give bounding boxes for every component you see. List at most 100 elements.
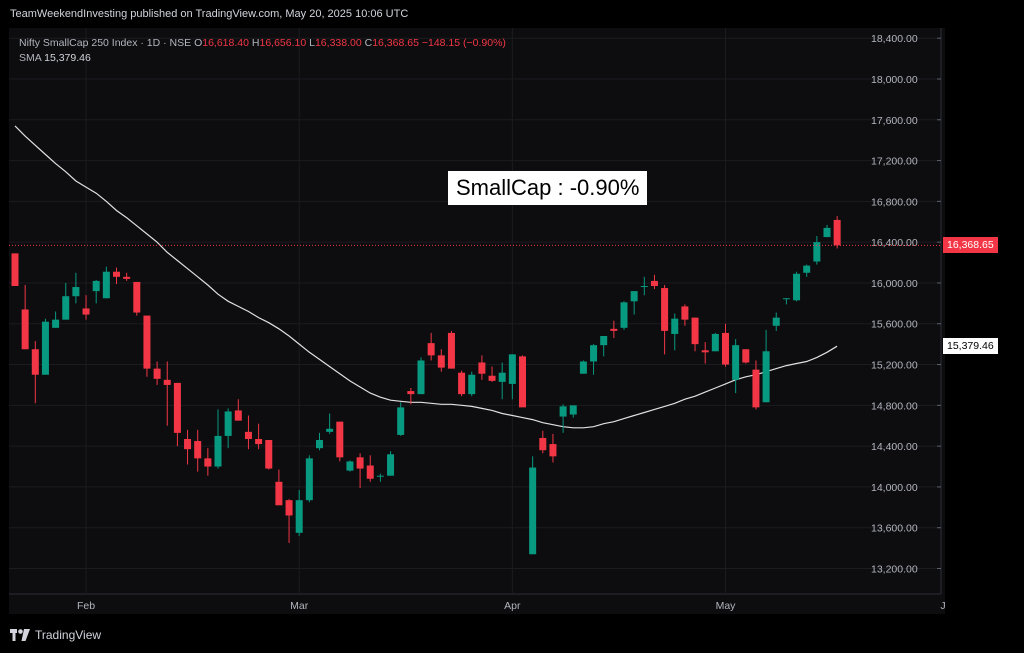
candle-body (803, 265, 811, 273)
sma-label[interactable]: SMA (19, 52, 42, 64)
y-tick-label: 15,200.00 (871, 360, 918, 372)
candle-body (742, 349, 750, 363)
sma-line (14, 125, 838, 429)
x-tick-label: Apr (504, 600, 521, 612)
y-tick-label: 17,600.00 (871, 115, 918, 127)
candle-body (102, 271, 110, 299)
high-key: H (251, 37, 260, 49)
y-tick-label: 18,400.00 (871, 33, 918, 45)
candle-body (691, 317, 699, 345)
candle-body (772, 317, 780, 326)
candle-body (204, 458, 212, 467)
y-tick-label: 13,600.00 (871, 523, 918, 535)
x-tick-label: Jun (940, 600, 945, 612)
candle-body (376, 475, 384, 477)
candle-body (295, 500, 303, 533)
candle-body (650, 280, 658, 287)
last-price-tag: 16,368.65 (943, 237, 998, 254)
candle-body (610, 328, 618, 331)
candle-body (701, 350, 709, 353)
candle-body (519, 356, 526, 408)
candle-body (285, 500, 293, 516)
tradingview-logo-icon (10, 629, 30, 641)
candle-body (143, 315, 151, 369)
series-legend: Nifty SmallCap 250 Index · 1D · NSE O16,… (19, 36, 506, 66)
sma-row: SMA 15,379.46 (19, 51, 506, 66)
candle-body (82, 308, 90, 315)
y-tick-label: 16,400.00 (871, 237, 918, 249)
candle-body (52, 319, 60, 328)
candle-body (123, 276, 131, 279)
candle-body (153, 368, 161, 379)
candle-body (569, 405, 577, 415)
candle-body (722, 332, 729, 365)
candle-body (468, 374, 476, 395)
candle-body (92, 280, 100, 292)
footer-brand: TradingView (10, 628, 101, 642)
candle-body (661, 288, 669, 331)
low-key: L (309, 37, 315, 49)
candle-body (397, 407, 405, 435)
candle-body (620, 302, 628, 328)
candle-body (833, 219, 841, 246)
candle-body (417, 360, 425, 395)
candle-body (194, 441, 202, 459)
candle-body (671, 318, 679, 334)
candle-body (184, 438, 192, 450)
y-tick-label: 15,600.00 (871, 319, 918, 331)
sma-legend-value: 15,379.46 (44, 52, 91, 64)
candle-body (356, 457, 364, 469)
candle-body (41, 321, 49, 375)
candlestick-chart[interactable]: 13,200.00 13,600.00 14,000.00 14,400.00 14,8… (9, 28, 945, 614)
candle-body (366, 465, 374, 479)
candle-body (488, 375, 496, 381)
published-header: TeamWeekendInvesting published on Tradin… (10, 8, 409, 20)
y-tick-label: 18,000.00 (871, 74, 918, 86)
candle-body (305, 458, 313, 501)
sma-price-tag: 15,379.46 (943, 338, 998, 355)
candle-body (437, 355, 445, 368)
candle-body (752, 369, 760, 408)
candle-body (529, 467, 537, 555)
candle-body (427, 343, 435, 356)
candle-body (336, 421, 344, 458)
candle-body (407, 391, 415, 395)
candle-body (21, 309, 29, 350)
change-value: −148.15 (−0.90%) (421, 37, 506, 49)
low-value: 16,338.00 (314, 37, 362, 49)
candle-body (346, 461, 354, 471)
candle-body (133, 281, 141, 313)
close-key: C (364, 37, 373, 49)
y-tick-label: 16,800.00 (871, 196, 918, 208)
candle-body (600, 335, 608, 346)
candle-body (72, 287, 80, 297)
y-tick-label: 17,200.00 (871, 156, 918, 168)
y-tick-label: 14,000.00 (871, 482, 918, 494)
candle-body (244, 431, 252, 439)
candle-body (62, 296, 70, 320)
y-tick-label: 14,800.00 (871, 400, 918, 412)
text-annotation[interactable]: SmallCap : -0.90% (448, 171, 648, 205)
symbol-label[interactable]: Nifty SmallCap 250 Index · 1D · NSE (19, 37, 192, 49)
candle-body (265, 440, 273, 469)
chart-panel[interactable]: 13,200.00 13,600.00 14,000.00 14,400.00 14,8… (9, 28, 945, 614)
candle-body (11, 253, 19, 287)
candle-body (31, 349, 39, 375)
candle-body (711, 333, 719, 352)
open-value: 16,618.40 (202, 37, 249, 49)
open-key: O (194, 37, 203, 49)
candle-body (447, 332, 455, 369)
candle-body (579, 361, 587, 374)
candle-body (326, 428, 334, 432)
y-tick-label: 14,400.00 (871, 441, 918, 453)
candle-body (458, 372, 466, 395)
y-tick-label: 13,200.00 (871, 564, 918, 576)
candle-body (255, 438, 263, 445)
candle-body (762, 351, 770, 403)
candle-body (498, 372, 506, 382)
close-value: 16,368.65 (372, 37, 419, 49)
candle-body (640, 286, 648, 288)
y-tick-label: 16,000.00 (871, 278, 918, 290)
x-tick-label: Mar (290, 600, 309, 612)
candle-body (113, 271, 120, 277)
